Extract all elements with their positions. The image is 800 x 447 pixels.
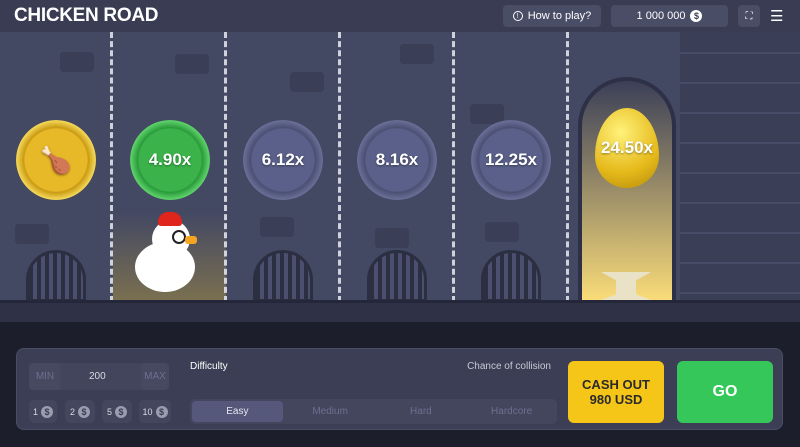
balance-value: 1 000 000: [636, 10, 686, 22]
dollar-icon: $: [78, 405, 90, 418]
sewer-grate: [367, 250, 427, 302]
go-button[interactable]: GO: [677, 361, 773, 423]
multiplier-coin-current: 4.90x: [130, 120, 210, 200]
dollar-icon: $: [115, 405, 127, 418]
top-bar: CHICKEN ROAD ! How to play? 1 000 000 $ …: [0, 0, 800, 32]
fullscreen-icon: ⛶: [745, 10, 753, 22]
difficulty-medium[interactable]: Medium: [312, 406, 348, 417]
balance-display: 1 000 000 $: [611, 5, 728, 27]
how-to-play-button[interactable]: ! How to play?: [503, 5, 601, 27]
golden-egg: 24.50x: [595, 108, 659, 188]
collected-coin: 🍗: [16, 120, 96, 200]
info-icon: !: [512, 11, 523, 21]
bet-value: 200: [89, 371, 106, 382]
cash-out-button[interactable]: CASH OUT 980 USD: [568, 361, 664, 423]
dollar-icon: $: [690, 10, 703, 22]
sewer-grate: [481, 250, 541, 302]
multiplier-coin[interactable]: 12.25x: [471, 120, 551, 200]
quick-bet-2[interactable]: 2 $: [65, 400, 95, 423]
quick-bet-10[interactable]: 10 $: [139, 400, 171, 423]
difficulty-selector: Easy Medium Hard Hardcore: [190, 399, 557, 424]
collision-label: Chance of collision: [467, 361, 551, 372]
quick-bet-1[interactable]: 1 $: [29, 400, 57, 423]
dollar-icon: $: [41, 405, 53, 418]
multiplier-coin[interactable]: 6.12x: [243, 120, 323, 200]
sewer-grate: [253, 250, 313, 302]
difficulty-easy[interactable]: Easy: [192, 401, 283, 422]
bet-amount-input[interactable]: MIN 200 MAX: [29, 363, 169, 390]
dollar-icon: $: [155, 405, 168, 418]
min-button[interactable]: MIN: [29, 363, 61, 390]
sewer-grate: [26, 250, 86, 302]
difficulty-hard[interactable]: Hard: [410, 406, 432, 417]
game-scene: 🍗 4.90x 6.12x 8.16x 12.25x 24.50x: [0, 32, 800, 322]
difficulty-label: Difficulty: [190, 361, 228, 372]
how-to-play-label: How to play?: [527, 10, 592, 22]
max-button[interactable]: MAX: [141, 363, 169, 390]
menu-icon[interactable]: ☰: [770, 8, 784, 25]
difficulty-hardcore[interactable]: Hardcore: [491, 406, 533, 417]
multiplier-coin[interactable]: 8.16x: [357, 120, 437, 200]
roast-chicken-icon: 🍗: [39, 144, 73, 175]
logo: CHICKEN ROAD: [14, 5, 159, 26]
quick-bet-5[interactable]: 5 $: [102, 400, 132, 423]
control-panel: MIN 200 MAX 1 $ 2 $ 5 $ 10 $ Difficulty Chan…: [16, 348, 783, 430]
chicken-character: [130, 212, 200, 300]
fullscreen-button[interactable]: ⛶: [738, 5, 760, 27]
road: [0, 300, 800, 322]
